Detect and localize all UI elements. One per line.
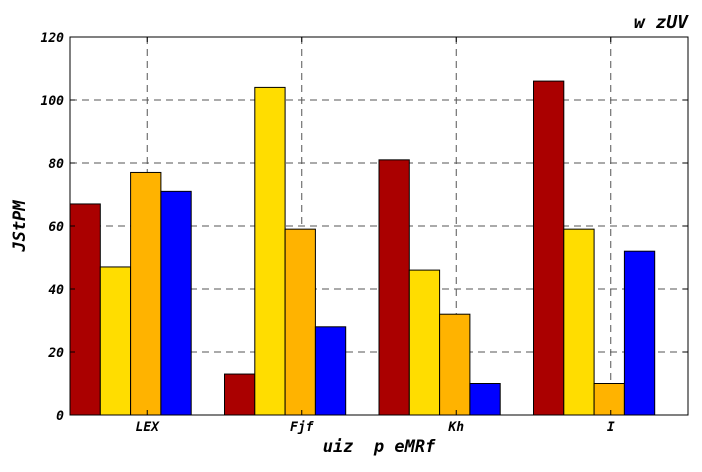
- bar: [224, 373, 256, 416]
- y-tick-label: 80: [48, 157, 64, 172]
- bar: [378, 159, 410, 416]
- bar: [469, 383, 501, 416]
- bar: [314, 326, 347, 416]
- y-axis-title: JStPM: [10, 200, 30, 253]
- ticks: [70, 36, 688, 416]
- y-tick-label: 120: [41, 31, 65, 46]
- x-tick-label: I: [607, 420, 615, 435]
- bar: [160, 190, 192, 416]
- chart-title: w zUV: [634, 12, 689, 33]
- bar: [533, 80, 565, 416]
- bar: [99, 266, 132, 416]
- x-tick-label: LEX: [136, 420, 161, 435]
- y-tick-label: 0: [56, 409, 64, 424]
- bar: [284, 228, 316, 416]
- bars: [69, 80, 656, 416]
- bar: [254, 86, 286, 416]
- y-tick-label: 40: [48, 283, 64, 298]
- x-tick-label: Kh: [447, 420, 464, 435]
- bar: [593, 383, 625, 416]
- bar: [439, 313, 471, 416]
- tick-labels: 0 20 40 60 80 100 120 LEX Fjf Kh I: [41, 31, 615, 435]
- x-axis-title: uiz p eMRf: [323, 437, 436, 457]
- bar: [408, 269, 441, 416]
- bar: [130, 171, 162, 416]
- y-tick-label: 60: [48, 220, 64, 235]
- y-tick-label: 20: [47, 346, 64, 361]
- x-tick-label: Fjf: [290, 420, 315, 435]
- bar: [69, 203, 101, 416]
- y-tick-label: 100: [41, 94, 65, 109]
- bar: [623, 250, 656, 416]
- bar: [563, 228, 595, 416]
